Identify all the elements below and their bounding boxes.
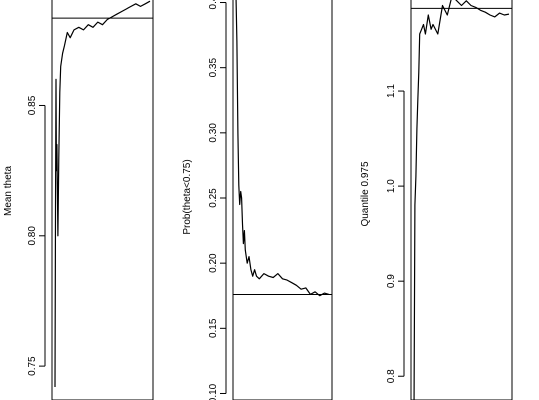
plot-frame: [232, 0, 333, 400]
y-tick-label: 0.4: [208, 0, 219, 9]
panel-mean-theta: Mean theta 0.75 0.80 0.85: [3, 0, 154, 400]
y-axis-label: Prob(theta<0.75): [182, 159, 193, 234]
y-tick-label: 0.10: [208, 383, 219, 400]
series-line: [235, 0, 330, 297]
y-tick-label: 0.85: [27, 95, 38, 115]
y-axis-label: Mean theta: [3, 166, 14, 216]
panel-prob-theta: Prob(theta<0.75) 0.10 0.15 0.20 0.25 0.30 0.3…: [182, 0, 333, 400]
plot-frame: [410, 0, 513, 400]
y-tick-label: 0.20: [208, 253, 219, 273]
y-tick-label: 0.25: [208, 188, 219, 208]
y-tick-label: 0.75: [27, 356, 38, 376]
y-tick-label: 0.15: [208, 318, 219, 338]
y-axis-label: Quantile 0.975: [360, 161, 371, 226]
y-tick-label: 0.35: [208, 58, 219, 78]
y-tick-label: 1.1: [386, 84, 397, 98]
y-tick-label: 0.8: [386, 369, 397, 383]
panel-quantile: Quantile 0.975 0.8 0.9 1.0 1.1: [360, 0, 513, 400]
series-line: [54, 0, 151, 388]
plot-frame: [51, 0, 154, 400]
series-line: [413, 0, 510, 400]
y-tick-label: 1.0: [386, 179, 397, 193]
y-tick-label: 0.30: [208, 123, 219, 143]
y-tick-label: 0.9: [386, 274, 397, 288]
y-tick-label: 0.80: [27, 226, 38, 246]
